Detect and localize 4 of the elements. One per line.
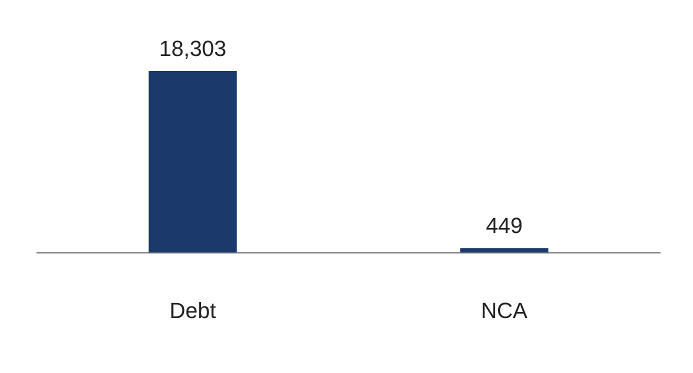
data-label: 18,303: [159, 36, 226, 62]
x-tick-label: NCA: [481, 298, 528, 323]
x-tick-label: Debt: [170, 298, 216, 323]
data-label: 449: [486, 213, 523, 238]
